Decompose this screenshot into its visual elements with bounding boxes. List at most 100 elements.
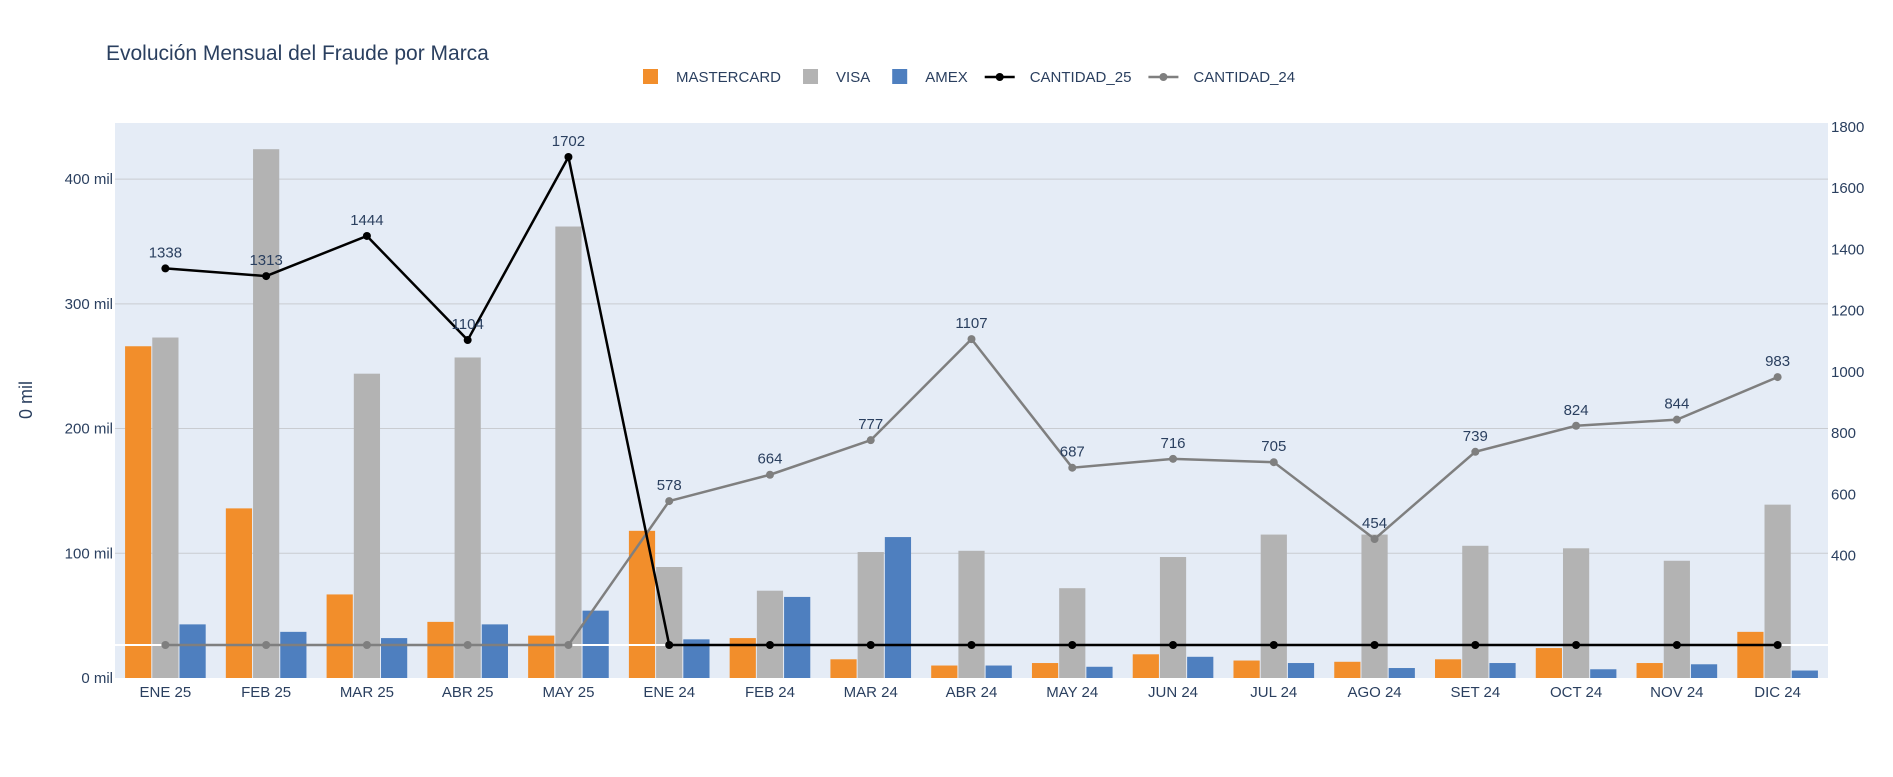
x-tick-label: MAY 24 (1046, 684, 1098, 701)
legend-swatch (643, 69, 658, 84)
data-label-cantidad_24: 739 (1463, 428, 1488, 445)
bar-visa (152, 337, 179, 678)
marker-cantidad_24 (463, 641, 472, 649)
data-label-cantidad_24: 1107 (955, 315, 987, 332)
bar-visa (454, 357, 481, 678)
bar-visa (756, 590, 784, 678)
bar-amex (784, 596, 811, 678)
bar-visa (1764, 504, 1791, 678)
legend-label: CANTIDAD_25 (1030, 69, 1132, 86)
bar-amex (481, 624, 508, 678)
x-tick-label: ABR 24 (946, 684, 998, 701)
marker-cantidad_25 (161, 264, 170, 273)
x-tick-label: NOV 24 (1650, 684, 1703, 701)
x-tick-label: OCT 24 (1550, 684, 1602, 701)
bar-mastercard (125, 346, 152, 678)
y2-tick-label: 1000 (1831, 364, 1864, 381)
data-label-cantidad_25: 1444 (350, 212, 383, 229)
bar-mastercard (1132, 654, 1159, 678)
x-tick-label: SET 24 (1450, 684, 1500, 701)
marker-cantidad_25 (1269, 641, 1278, 649)
legend: MASTERCARD VISA AMEX CANTIDAD_25 CANTIDAD_24 (643, 69, 1295, 86)
bar-layer (125, 149, 1818, 679)
bar-amex (985, 665, 1012, 678)
bar-mastercard (225, 508, 253, 678)
marker-cantidad_25 (1672, 641, 1681, 649)
bar-mastercard (830, 659, 857, 678)
bar-visa (555, 226, 582, 679)
y-axis-title: 0 mil (16, 381, 36, 419)
bar-amex (280, 631, 307, 678)
bar-visa (1361, 534, 1388, 678)
data-label-cantidad_25: 1104 (452, 316, 484, 333)
marker-cantidad_24 (161, 641, 170, 649)
bar-mastercard (1031, 663, 1059, 678)
bar-mastercard (427, 621, 454, 678)
x-tick-label: ENE 25 (140, 684, 192, 701)
data-label-cantidad_25: 1702 (552, 133, 585, 150)
data-label-cantidad_24: 777 (858, 416, 883, 433)
bar-visa (1159, 557, 1187, 678)
data-label-cantidad_24: 983 (1765, 353, 1790, 370)
bar-amex (179, 624, 206, 678)
marker-cantidad_25 (1773, 641, 1782, 649)
marker-cantidad_25 (463, 336, 472, 345)
marker-cantidad_25 (1572, 641, 1581, 649)
marker-cantidad_24 (1572, 421, 1581, 430)
legend-swatch (892, 69, 908, 84)
x-tick-label: FEB 24 (745, 684, 795, 701)
y2-tick-label: 1200 (1831, 303, 1864, 320)
legend-marker (1159, 73, 1168, 81)
marker-cantidad_25 (665, 641, 674, 649)
marker-cantidad_25 (765, 641, 774, 649)
marker-cantidad_25 (564, 152, 573, 161)
x-tick-label: MAY 25 (542, 684, 594, 701)
legend-item-cantidad_25: CANTIDAD_25 (984, 69, 1132, 86)
y2-tick-label: 600 (1831, 486, 1856, 503)
data-label-cantidad_25: 1313 (249, 252, 282, 269)
marker-cantidad_24 (765, 470, 774, 479)
bar-visa (1260, 534, 1287, 678)
marker-cantidad_24 (866, 436, 875, 445)
marker-cantidad_25 (967, 641, 976, 649)
bar-amex (1489, 663, 1516, 678)
marker-cantidad_24 (1269, 458, 1278, 467)
x-tick-label: MAR 25 (340, 684, 394, 701)
legend-label: AMEX (925, 69, 968, 86)
data-label-layer: 578 664 777 1107 687 716 705 454 739 824 844 983 133… (149, 133, 1790, 532)
bar-amex (884, 537, 912, 678)
x-tick-label: JUL 24 (1250, 684, 1297, 701)
x-tick-label: ENE 24 (643, 684, 695, 701)
y-tick-label: 100 mil (65, 545, 113, 562)
y-tick-label: 0 mil (81, 670, 113, 687)
bar-visa (1462, 545, 1489, 678)
x-tick-label: JUN 24 (1148, 684, 1198, 701)
marker-cantidad_24 (967, 335, 976, 344)
legend-item-amex: AMEX (892, 69, 968, 86)
data-label-cantidad_24: 824 (1564, 402, 1589, 419)
marker-cantidad_24 (1068, 463, 1077, 472)
axis-layer: 0 mil 100 mil 200 mil 300 mil 400 mil 400 600 8… (65, 119, 1865, 701)
bar-mastercard (1334, 661, 1361, 678)
y-tick-label: 300 mil (65, 296, 113, 313)
bar-visa (958, 550, 985, 678)
bar-visa (253, 149, 280, 678)
bar-mastercard (1435, 659, 1462, 678)
bar-mastercard (1737, 631, 1764, 678)
y2-tick-label: 1600 (1831, 180, 1864, 197)
y2-tick-label: 1800 (1831, 119, 1864, 136)
bar-mastercard (1535, 648, 1562, 678)
y2-tick-label: 1400 (1831, 241, 1864, 258)
bar-mastercard (528, 635, 555, 678)
y-tick-label: 200 mil (65, 421, 113, 438)
y-tick-label: 400 mil (65, 171, 113, 188)
marker-cantidad_24 (1773, 373, 1782, 382)
bar-amex (1690, 664, 1718, 678)
x-tick-label: ABR 25 (442, 684, 494, 701)
bar-mastercard (1636, 663, 1663, 678)
bar-mastercard (1233, 660, 1260, 678)
bar-amex (1388, 668, 1415, 678)
marker-cantidad_24 (564, 641, 573, 649)
legend-label: CANTIDAD_24 (1193, 69, 1295, 86)
